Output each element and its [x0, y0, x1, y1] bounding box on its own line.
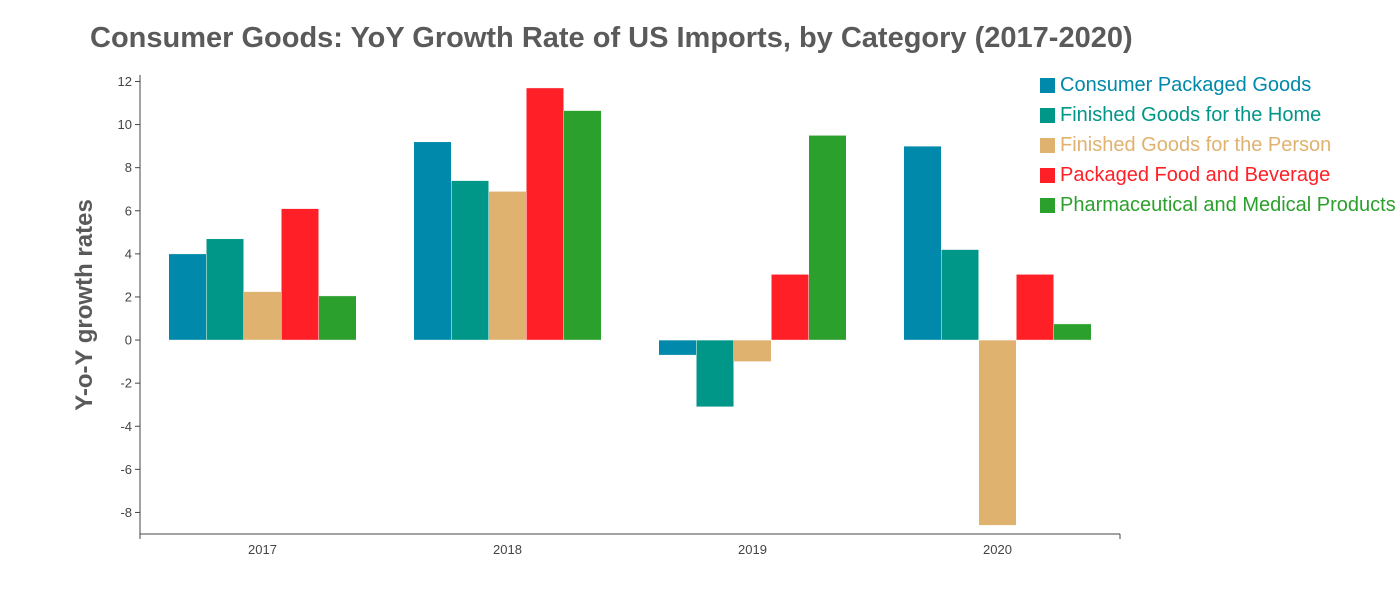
bar [808, 135, 847, 341]
bar [771, 274, 809, 341]
y-tick-label: -6 [120, 462, 132, 477]
y-tick-label: 6 [125, 203, 132, 218]
legend-swatch [1040, 77, 1055, 93]
y-tick-label: 2 [125, 289, 132, 304]
x-tick-label: 2018 [493, 542, 522, 557]
y-tick-label: 12 [118, 74, 132, 89]
y-axis-label: Y-o-Y growth rates [71, 199, 98, 411]
x-tick-label: 2020 [983, 542, 1012, 557]
y-tick-label: 4 [125, 246, 132, 261]
bar [563, 110, 602, 341]
chart-title: Consumer Goods: YoY Growth Rate of US Im… [90, 22, 1133, 54]
y-axis: 12 10 8 6 4 2 0 -2 -4 -6 -8 [118, 74, 141, 534]
bar [941, 249, 979, 341]
legend-label: Packaged Food and Beverage [1060, 163, 1331, 186]
x-axis: 2017 2018 2019 2020 [139, 533, 1121, 557]
legend-swatch [1040, 197, 1055, 213]
legend-label: Consumer Packaged Goods [1060, 73, 1312, 96]
bar [413, 141, 452, 341]
y-tick-label: -2 [120, 376, 132, 391]
bar [206, 238, 244, 341]
legend-swatch [1040, 137, 1055, 153]
legend-swatch [1040, 107, 1055, 123]
legend: Consumer Packaged Goods Finished Goods fo… [1040, 70, 1396, 220]
legend-item: Packaged Food and Beverage [1040, 160, 1396, 190]
bar [168, 253, 207, 341]
bar [318, 295, 357, 341]
y-tick-label: 8 [125, 160, 132, 175]
legend-item: Consumer Packaged Goods [1040, 70, 1396, 100]
legend-label: Finished Goods for the Home [1060, 103, 1322, 126]
bar [243, 291, 282, 341]
bar [978, 339, 1017, 526]
bar [1016, 274, 1054, 341]
bar [526, 87, 564, 341]
x-tick-label: 2019 [738, 542, 767, 557]
y-tick-label: -4 [120, 419, 132, 434]
legend-swatch [1040, 167, 1055, 183]
legend-item: Pharmaceutical and Medical Products [1040, 190, 1396, 220]
bar [451, 180, 489, 341]
y-tick-label: 10 [118, 117, 132, 132]
legend-item: Finished Goods for the Person [1040, 130, 1396, 160]
bar [658, 339, 697, 356]
bar [733, 339, 772, 362]
bar [696, 339, 734, 408]
bar [488, 191, 527, 341]
y-tick-label: 0 [125, 333, 132, 348]
legend-item: Finished Goods for the Home [1040, 100, 1396, 130]
bar [1053, 323, 1092, 341]
legend-label: Pharmaceutical and Medical Products [1060, 193, 1396, 216]
bar [281, 208, 319, 341]
x-tick-label: 2017 [248, 542, 277, 557]
legend-label: Finished Goods for the Person [1060, 133, 1332, 156]
y-tick-label: -8 [120, 505, 132, 520]
bars [168, 87, 1092, 526]
bar [903, 145, 942, 341]
